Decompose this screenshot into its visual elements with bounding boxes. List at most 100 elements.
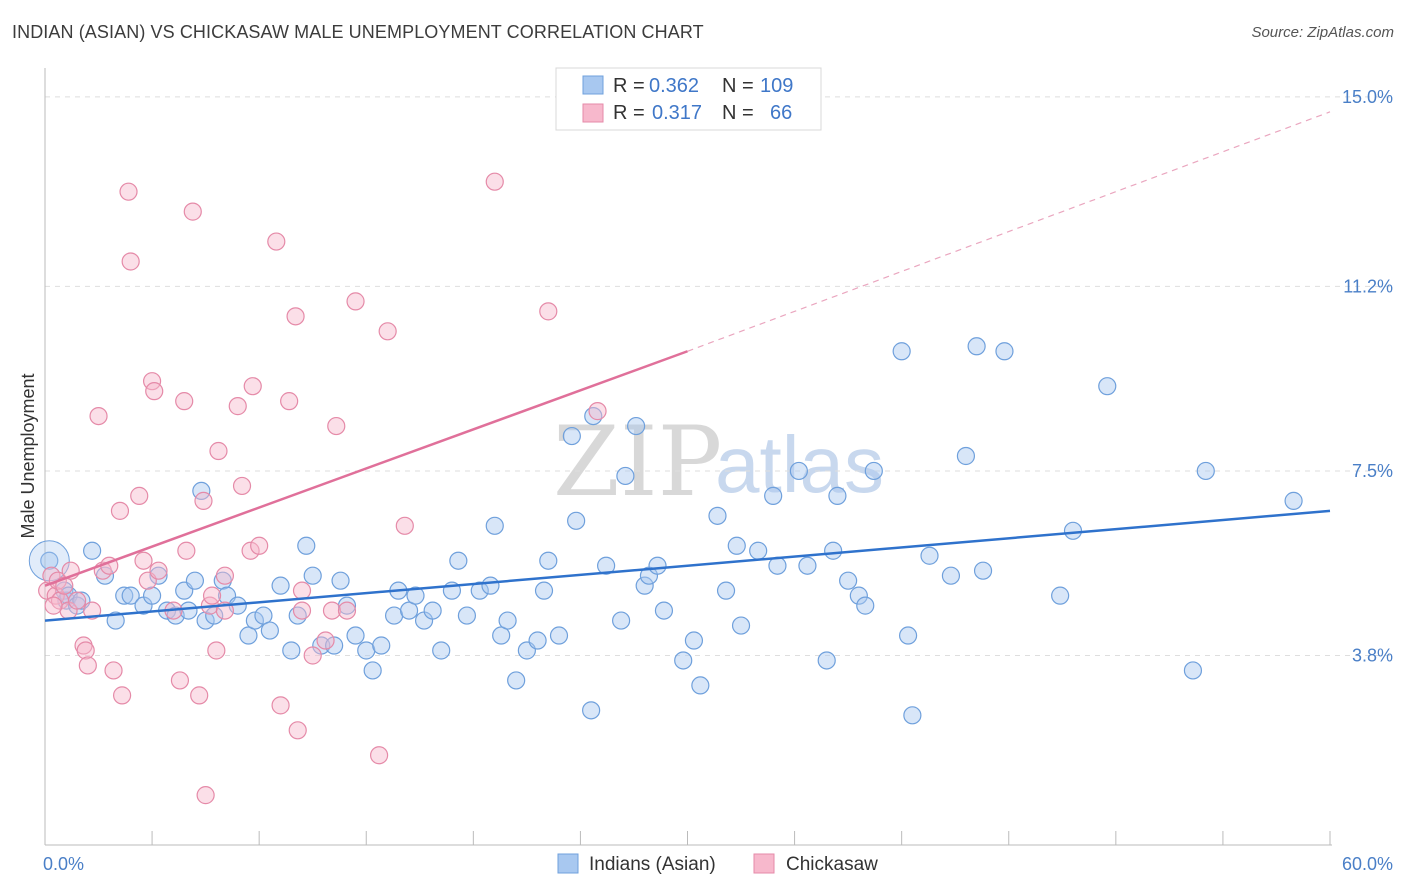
chickasaw-point-20 [121,252,140,271]
indians-point-20 [196,611,215,630]
y-tick-label-0: 3.8% [1352,645,1393,665]
indians-point-57 [507,671,526,690]
points-indians-asian [28,337,1303,725]
legend-n-value-indians: 109 [760,75,793,97]
indians-point-67 [597,556,616,575]
chickasaw-point-60 [378,322,397,341]
chickasaw-point-10 [76,641,95,660]
chickasaw-point-31 [183,202,202,221]
indians-point-33 [303,566,322,585]
indians-point-78 [708,506,727,525]
indians-point-61 [539,551,558,570]
indians-point-56 [498,611,517,630]
indians-point-29 [271,576,290,595]
y-tick-label-3: 15.0% [1342,87,1393,107]
indians-point-80 [727,536,746,555]
chickasaw-trend-extension [687,111,1331,352]
chickasaw-point-64 [588,402,607,421]
y-axis-label: Male Unemployment [18,373,38,538]
chickasaw-point-13 [89,406,108,426]
legend-n-value-chickasaw: 66 [770,102,792,124]
indians-point-0 [40,551,59,570]
indians-point-28 [260,621,279,640]
indians-point-71 [635,576,654,595]
indians-point-53 [481,576,500,595]
indians-point-50 [449,551,468,570]
indians-point-51 [457,606,477,625]
indians-point-90 [839,571,858,590]
chickasaw-point-42 [232,476,252,496]
chart-title: INDIAN (ASIAN) VS CHICKASAW MALE UNEMPLO… [12,22,704,42]
chickasaw-point-50 [288,721,307,740]
indians-point-108 [1284,491,1303,510]
legend-swatch-indians [582,75,604,95]
indians-point-59 [528,631,547,650]
x-axis-ticks [151,831,1331,845]
indians-point-9 [115,586,134,605]
indians-point-10 [121,586,140,605]
indians-point-63 [562,426,581,446]
chickasaw-point-26 [149,561,168,580]
chickasaw-point-17 [110,501,130,520]
chickasaw-point-45 [250,536,269,555]
indians-point-82 [749,541,768,560]
indians-point-8 [106,611,125,630]
indians-point-54 [485,516,504,535]
indians-point-69 [616,466,635,486]
indians-point-99 [956,446,976,466]
indians-trend-line [44,509,1331,622]
indians-point-68 [612,611,631,630]
chickasaw-point-58 [346,292,365,311]
chickasaw-point-19 [119,182,138,201]
chickasaw-point-55 [322,601,342,620]
chickasaw-point-44 [243,377,262,396]
y-axis-tick-labels: 3.8% 7.5% 11.2% 15.0% [1342,87,1393,666]
legend-n-label-indians: N = [722,75,754,97]
indians-point-83 [764,486,783,505]
chickasaw-point-37 [207,641,226,660]
legend-r-label-chickasaw: R = [613,102,645,124]
series-legend: Indians (Asian) Chickasaw [557,853,878,875]
correlation-legend: R = 0.362 N = 109 R = 0.317 N = 66 [555,67,822,131]
indians-point-81 [731,616,751,635]
indians-point-104 [1063,521,1083,540]
indians-point-85 [789,461,808,481]
bottom-legend-swatch-chickasaw [753,853,775,874]
indians-point-91 [849,586,868,605]
indians-point-77 [691,676,710,695]
x-tick-label-1: 60.0% [1342,854,1393,874]
indians-point-86 [798,556,817,575]
chickasaw-point-59 [370,746,389,765]
y-tick-label-1: 7.5% [1352,461,1393,481]
chickasaw-point-8 [68,591,87,610]
chickasaw-point-43 [241,541,260,560]
indians-point-45 [406,586,425,605]
indians-point-17 [179,601,198,620]
indians-point-73 [648,556,667,575]
indians-point-74 [654,601,674,620]
indians-point-102 [995,342,1014,361]
gridlines [45,96,1392,656]
chickasaw-point-52 [292,601,312,620]
indians-point-44 [399,601,419,620]
x-tick-label-0: 0.0% [43,854,84,874]
indians-point-89 [828,486,847,505]
chickasaw-point-62 [485,172,504,191]
chickasaw-point-16 [104,661,123,680]
legend-r-value-indians: 0.362 [649,75,699,97]
indians-point-27 [254,606,273,625]
indians-point-6 [83,541,102,560]
indians-point-55 [492,626,511,645]
chickasaw-point-48 [280,392,299,411]
bottom-legend-label-indians: Indians (Asian) [589,854,716,875]
indians-point-48 [432,641,451,660]
indians-point-98 [941,566,961,585]
indians-point-75 [674,651,693,670]
indians-point-96 [903,706,922,725]
indians-point-60 [534,581,554,600]
indians-point-38 [346,626,365,645]
x-axis-tick-labels: 0.0% 60.0% [43,854,1393,874]
chickasaw-point-61 [395,516,414,535]
indians-point-36 [331,571,350,590]
